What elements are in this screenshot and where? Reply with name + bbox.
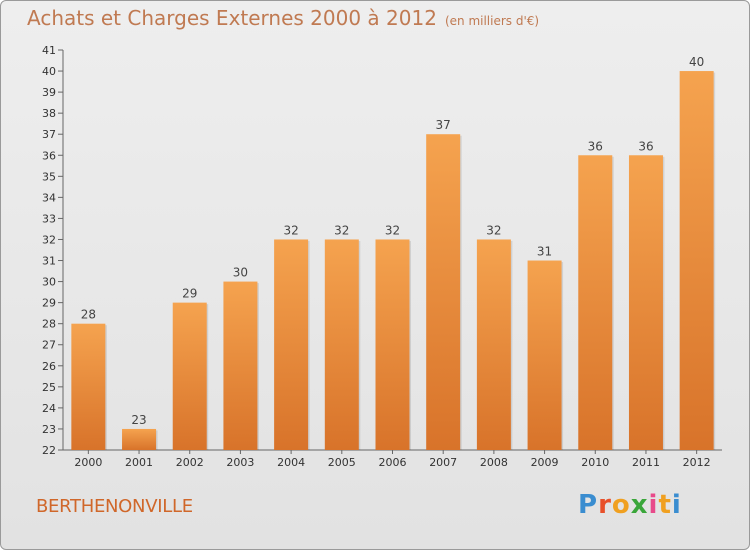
y-tick-label: 32: [42, 233, 56, 246]
bar-value-label: 30: [233, 266, 248, 280]
bar-value-label: 36: [588, 139, 603, 153]
y-tick-label: 25: [42, 381, 56, 394]
bar-value-label: 37: [436, 118, 451, 132]
y-tick-label: 23: [42, 423, 56, 436]
logo-letter: P: [578, 490, 599, 520]
commune-name: BERTHENONVILLE: [36, 496, 193, 517]
bar-value-label: 32: [486, 223, 501, 237]
bar-value-label: 23: [131, 413, 146, 427]
x-tick-label: 2012: [683, 456, 711, 469]
y-tick-label: 27: [42, 339, 56, 352]
logo-letter: t: [658, 490, 672, 520]
y-tick-label: 31: [42, 255, 56, 268]
y-tick-label: 29: [42, 297, 56, 310]
y-tick-label: 24: [42, 402, 56, 415]
bar: [172, 302, 207, 450]
bar-value-label: 29: [182, 287, 197, 301]
bar-value-label: 40: [689, 55, 704, 69]
y-tick-label: 40: [42, 65, 56, 78]
bar-value-label: 28: [81, 308, 96, 322]
y-tick-label: 41: [42, 44, 56, 57]
y-tick-label: 36: [42, 149, 56, 162]
x-tick-label: 2005: [328, 456, 356, 469]
bar-value-label: 32: [283, 223, 298, 237]
chart-title-block: Achats et Charges Externes 2000 à 2012 (e…: [27, 6, 539, 30]
logo-letter: i: [648, 490, 659, 520]
proxiti-logo: Proxiti: [578, 490, 682, 520]
bar-value-label: 32: [334, 223, 349, 237]
bar: [628, 155, 663, 450]
y-tick-label: 28: [42, 318, 56, 331]
y-tick-label: 26: [42, 360, 56, 373]
bar: [375, 239, 410, 450]
x-tick-label: 2008: [480, 456, 508, 469]
bar: [426, 134, 461, 451]
y-tick-label: 39: [42, 86, 56, 99]
bar: [223, 281, 258, 450]
bar: [71, 323, 106, 450]
bar: [476, 239, 511, 450]
x-tick-label: 2010: [581, 456, 609, 469]
x-tick-label: 2009: [531, 456, 559, 469]
bar: [578, 155, 613, 450]
y-tick-label: 34: [42, 191, 56, 204]
x-tick-label: 2007: [429, 456, 457, 469]
bar: [527, 260, 562, 450]
chart-labels: 28 2000 23 2001 29 2002 30 2003 32 2004 32 2005 32 20…: [74, 55, 710, 469]
bar: [274, 239, 309, 450]
bar-value-label: 36: [638, 139, 653, 153]
chart-title: Achats et Charges Externes 2000 à 2012: [27, 6, 437, 30]
x-tick-label: 2002: [176, 456, 204, 469]
bar-value-label: 31: [537, 245, 552, 259]
y-tick-label: 33: [42, 212, 56, 225]
x-tick-label: 2004: [277, 456, 305, 469]
x-tick-label: 2003: [226, 456, 254, 469]
x-tick-label: 2011: [632, 456, 660, 469]
bar-value-label: 32: [385, 223, 400, 237]
bar: [324, 239, 359, 450]
logo-letter: r: [598, 490, 612, 520]
y-tick-label: 30: [42, 276, 56, 289]
chart-bars: [71, 71, 716, 451]
y-tick-label: 22: [42, 444, 56, 457]
x-tick-label: 2001: [125, 456, 153, 469]
chart-unit: (en milliers d'€): [444, 14, 540, 28]
bar: [679, 71, 714, 450]
bar: [122, 428, 157, 450]
y-tick-label: 35: [42, 170, 56, 183]
logo-letter: x: [630, 490, 649, 520]
y-tick-label: 38: [42, 107, 56, 120]
y-tick-label: 37: [42, 128, 56, 141]
x-tick-label: 2006: [379, 456, 407, 469]
logo-letter: o: [611, 490, 631, 520]
logo-letter: i: [671, 490, 682, 520]
x-tick-label: 2000: [74, 456, 102, 469]
